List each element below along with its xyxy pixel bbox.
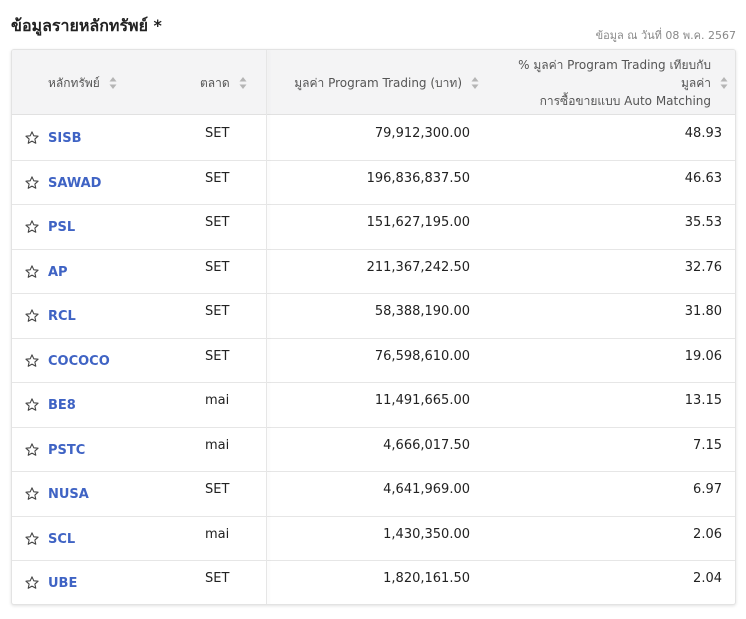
table-row: RCL SET 58,388,190.00 31.80 [12,294,735,339]
market-cell: SET [205,126,230,141]
table-row: BE8 mai 11,491,665.00 13.15 [12,383,735,428]
column-header-market-label: ตลาด [200,75,230,90]
table-row: COCOCO SET 76,598,610.00 19.06 [12,339,735,383]
market-cell: mai [205,393,230,408]
table-row: SCL mai 1,430,350.00 2.06 [12,517,735,561]
program-trading-percent-cell: 31.80 [684,304,722,319]
sort-arrows-icon[interactable] [109,76,117,90]
symbol-link[interactable]: BE8 [48,398,76,413]
star-outline-icon[interactable] [24,531,40,547]
star-outline-icon[interactable] [24,442,40,458]
program-trading-percent-cell: 13.15 [684,393,722,408]
frozen-column-divider [266,50,267,604]
column-header-symbol[interactable]: หลักทรัพย์ [48,50,198,115]
symbol-link[interactable]: SAWAD [48,175,102,191]
sort-arrows-icon[interactable] [471,76,479,90]
program-trading-value-cell: 4,666,017.50 [383,437,470,453]
program-trading-value-cell: 196,836,837.50 [366,170,470,186]
market-cell: SET [205,304,230,319]
symbol-link[interactable]: PSL [48,220,76,235]
program-trading-percent-cell: 48.93 [684,126,722,141]
program-trading-percent-cell: 19.06 [684,348,722,364]
symbol-link[interactable]: SISB [48,131,82,146]
column-header-percent[interactable]: % มูลค่า Program Trading เทียบกับมูลค่า … [490,50,728,115]
table-row: PSL SET 151,627,195.00 35.53 [12,205,735,250]
star-outline-icon[interactable] [24,353,40,369]
program-trading-value-cell: 211,367,242.50 [366,259,470,275]
program-trading-value-cell: 1,820,161.50 [383,571,470,586]
data-as-of-date: ข้อมูล ณ วันที่ 08 พ.ค. 2567 [595,29,736,42]
page-title: ข้อมูลรายหลักทรัพย์ * [11,16,162,35]
program-trading-value-cell: 79,912,300.00 [374,126,470,141]
star-outline-icon[interactable] [24,219,40,235]
column-header-value[interactable]: มูลค่า Program Trading (บาท) [267,50,479,115]
table-row: PSTC mai 4,666,017.50 7.15 [12,428,735,472]
sort-arrows-icon[interactable] [239,76,247,90]
program-trading-percent-cell: 2.06 [693,526,722,542]
star-outline-icon[interactable] [24,397,40,413]
column-header-percent-line2: การซื้อขายแบบ Auto Matching [539,93,711,108]
symbol-link[interactable]: RCL [48,309,76,324]
symbol-link[interactable]: NUSA [48,487,89,502]
star-outline-icon[interactable] [24,175,40,191]
market-cell: SET [205,571,230,586]
symbol-link[interactable]: COCOCO [48,353,110,369]
market-cell: SET [205,348,230,364]
program-trading-percent-cell: 46.63 [684,170,722,186]
column-header-percent-label: % มูลค่า Program Trading เทียบกับมูลค่า … [490,56,711,110]
table-header: หลักทรัพย์ ตลาด มูลค่า Program Trading (… [12,50,735,115]
table-row: UBE SET 1,820,161.50 2.04 [12,561,735,604]
program-trading-value-cell: 11,491,665.00 [374,393,470,408]
table-row: SAWAD SET 196,836,837.50 46.63 [12,161,735,205]
column-header-percent-line1: % มูลค่า Program Trading เทียบกับมูลค่า [518,57,711,90]
program-trading-percent-cell: 6.97 [693,482,722,497]
star-outline-icon[interactable] [24,264,40,280]
securities-table: หลักทรัพย์ ตลาด มูลค่า Program Trading (… [11,49,736,605]
program-trading-percent-cell: 32.76 [684,259,722,275]
program-trading-percent-cell: 7.15 [693,437,722,453]
market-cell: SET [205,482,230,497]
market-cell: SET [205,215,230,230]
program-trading-value-cell: 151,627,195.00 [366,215,470,230]
program-trading-percent-cell: 2.04 [693,571,722,586]
column-header-market[interactable]: ตลาด [200,50,266,115]
program-trading-percent-cell: 35.53 [684,215,722,230]
table-row: NUSA SET 4,641,969.00 6.97 [12,472,735,517]
program-trading-value-cell: 4,641,969.00 [383,482,470,497]
star-outline-icon[interactable] [24,308,40,324]
market-cell: mai [205,526,230,542]
program-trading-value-cell: 76,598,610.00 [374,348,470,364]
symbol-link[interactable]: SCL [48,531,76,547]
star-outline-icon[interactable] [24,130,40,146]
program-trading-value-cell: 1,430,350.00 [383,526,470,542]
star-outline-icon[interactable] [24,486,40,502]
symbol-link[interactable]: UBE [48,576,78,591]
column-header-symbol-label: หลักทรัพย์ [48,75,100,90]
star-outline-icon[interactable] [24,575,40,591]
program-trading-value-cell: 58,388,190.00 [374,304,470,319]
column-header-value-label: มูลค่า Program Trading (บาท) [294,75,462,90]
market-cell: mai [205,437,230,453]
table-row: AP SET 211,367,242.50 32.76 [12,250,735,294]
table-row: SISB SET 79,912,300.00 48.93 [12,116,735,161]
market-cell: SET [205,259,230,275]
sort-arrows-icon[interactable] [720,76,728,90]
market-cell: SET [205,170,230,186]
symbol-link[interactable]: AP [48,264,68,280]
symbol-link[interactable]: PSTC [48,442,86,458]
